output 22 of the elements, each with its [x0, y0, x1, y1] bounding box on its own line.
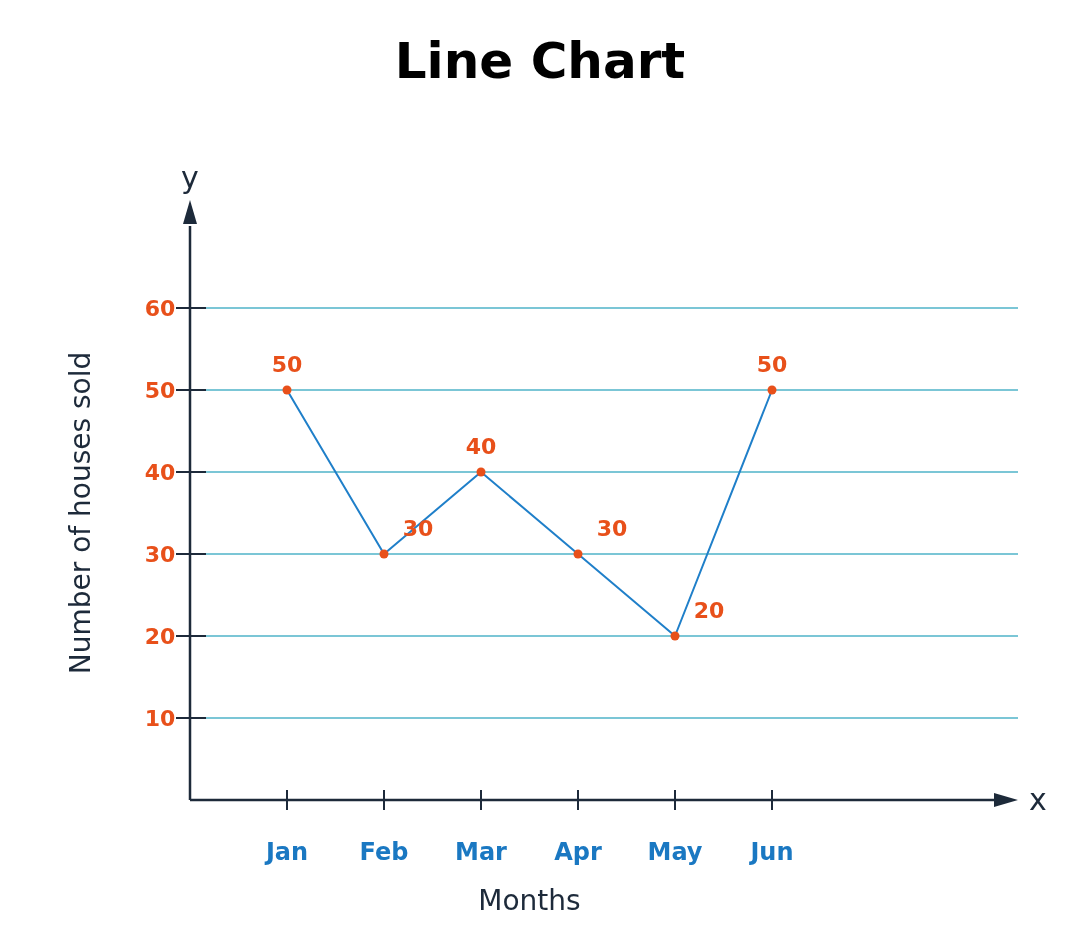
y-tick-label: 30 — [144, 542, 176, 567]
data-label: 20 — [693, 598, 725, 623]
y-axis-title: Number of houses sold — [64, 351, 97, 675]
chart-title: Line Chart — [394, 32, 686, 90]
y-tick-label: 50 — [144, 378, 176, 403]
y-tick-label: 10 — [144, 706, 176, 731]
y-tick-label: 60 — [144, 296, 176, 321]
y-tick-label: 20 — [144, 624, 176, 649]
x-tick-label: Jan — [263, 838, 309, 866]
text: y — [181, 160, 199, 195]
data-label: 30 — [596, 516, 628, 541]
x-tick-label: Feb — [359, 838, 409, 866]
x-tick-label: Mar — [455, 838, 508, 866]
data-label: 50 — [271, 352, 303, 377]
x-tick-label: May — [647, 838, 703, 866]
data-label: 40 — [465, 434, 497, 459]
data-label: 50 — [756, 352, 788, 377]
y-tick-label: 40 — [144, 460, 176, 485]
x-tick-label: Jun — [748, 838, 794, 866]
text: x — [1029, 782, 1047, 817]
x-axis-title: Months — [478, 884, 581, 917]
x-tick-label: Apr — [554, 838, 602, 866]
